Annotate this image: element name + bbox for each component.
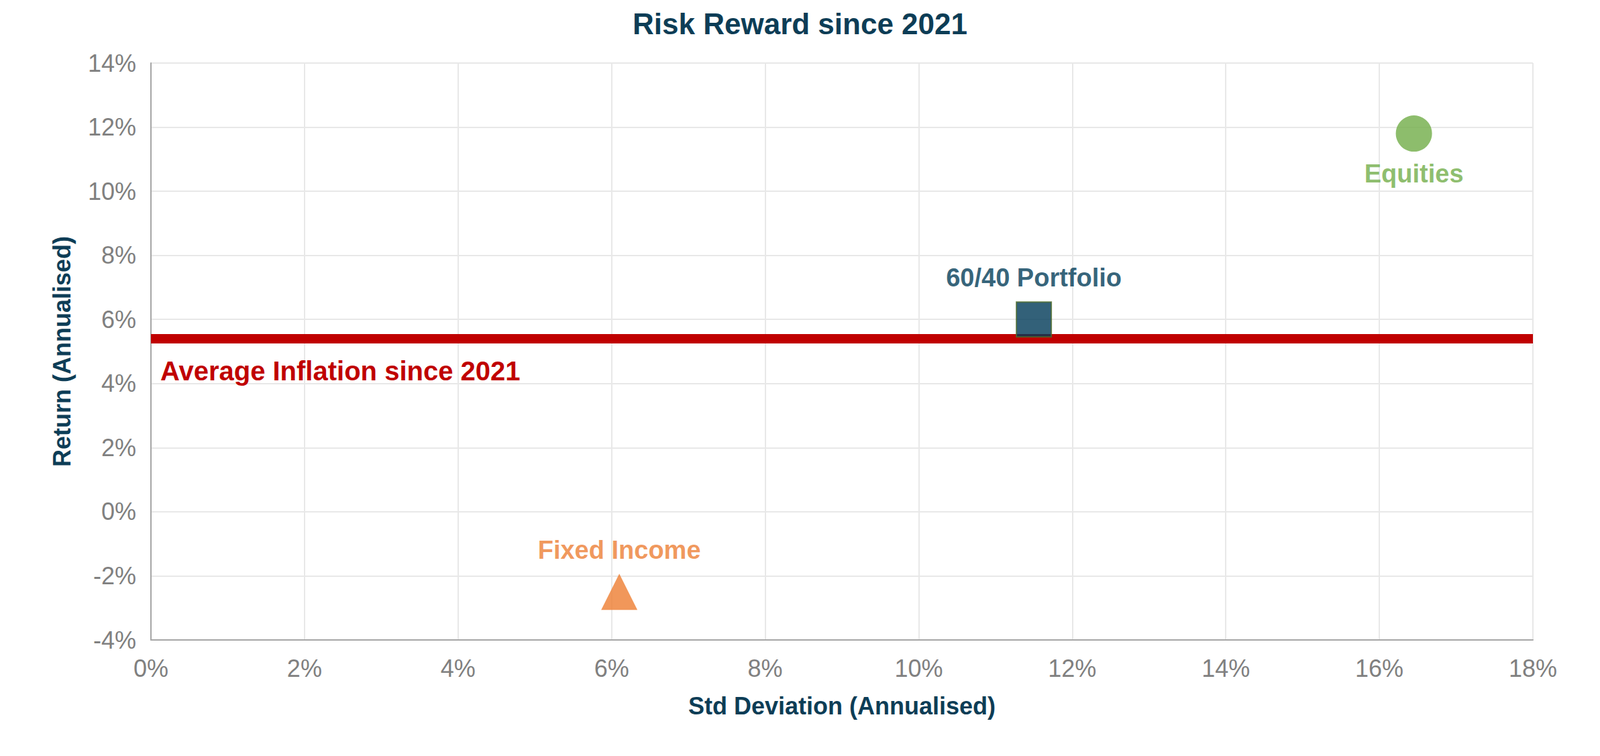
- svg-text:14%: 14%: [1201, 654, 1250, 683]
- svg-text:Return (Annualised): Return (Annualised): [48, 236, 76, 467]
- svg-text:16%: 16%: [1355, 654, 1404, 683]
- svg-text:8%: 8%: [101, 241, 137, 270]
- svg-text:10%: 10%: [894, 654, 943, 683]
- svg-text:6%: 6%: [594, 654, 630, 683]
- svg-text:6%: 6%: [101, 305, 137, 334]
- svg-text:-4%: -4%: [93, 626, 137, 655]
- svg-text:4%: 4%: [440, 654, 476, 683]
- svg-text:10%: 10%: [87, 177, 137, 206]
- svg-text:60/40 Portfolio: 60/40 Portfolio: [945, 263, 1122, 292]
- svg-text:14%: 14%: [87, 49, 137, 78]
- svg-text:2%: 2%: [101, 434, 137, 462]
- svg-text:0%: 0%: [133, 654, 169, 683]
- svg-text:Equities: Equities: [1364, 159, 1464, 188]
- svg-text:Fixed Income: Fixed Income: [538, 536, 702, 565]
- svg-text:Average Inflation since 2021: Average Inflation since 2021: [160, 356, 521, 386]
- svg-text:2%: 2%: [287, 654, 323, 683]
- svg-text:Std Deviation (Annualised): Std Deviation (Annualised): [688, 692, 996, 720]
- svg-text:Risk Reward since 2021: Risk Reward since 2021: [632, 7, 968, 41]
- svg-text:8%: 8%: [748, 654, 783, 683]
- svg-text:4%: 4%: [101, 369, 137, 398]
- svg-text:18%: 18%: [1508, 654, 1558, 683]
- svg-text:12%: 12%: [87, 113, 137, 141]
- svg-text:-2%: -2%: [93, 562, 137, 590]
- svg-text:0%: 0%: [101, 497, 137, 526]
- svg-text:12%: 12%: [1047, 654, 1097, 683]
